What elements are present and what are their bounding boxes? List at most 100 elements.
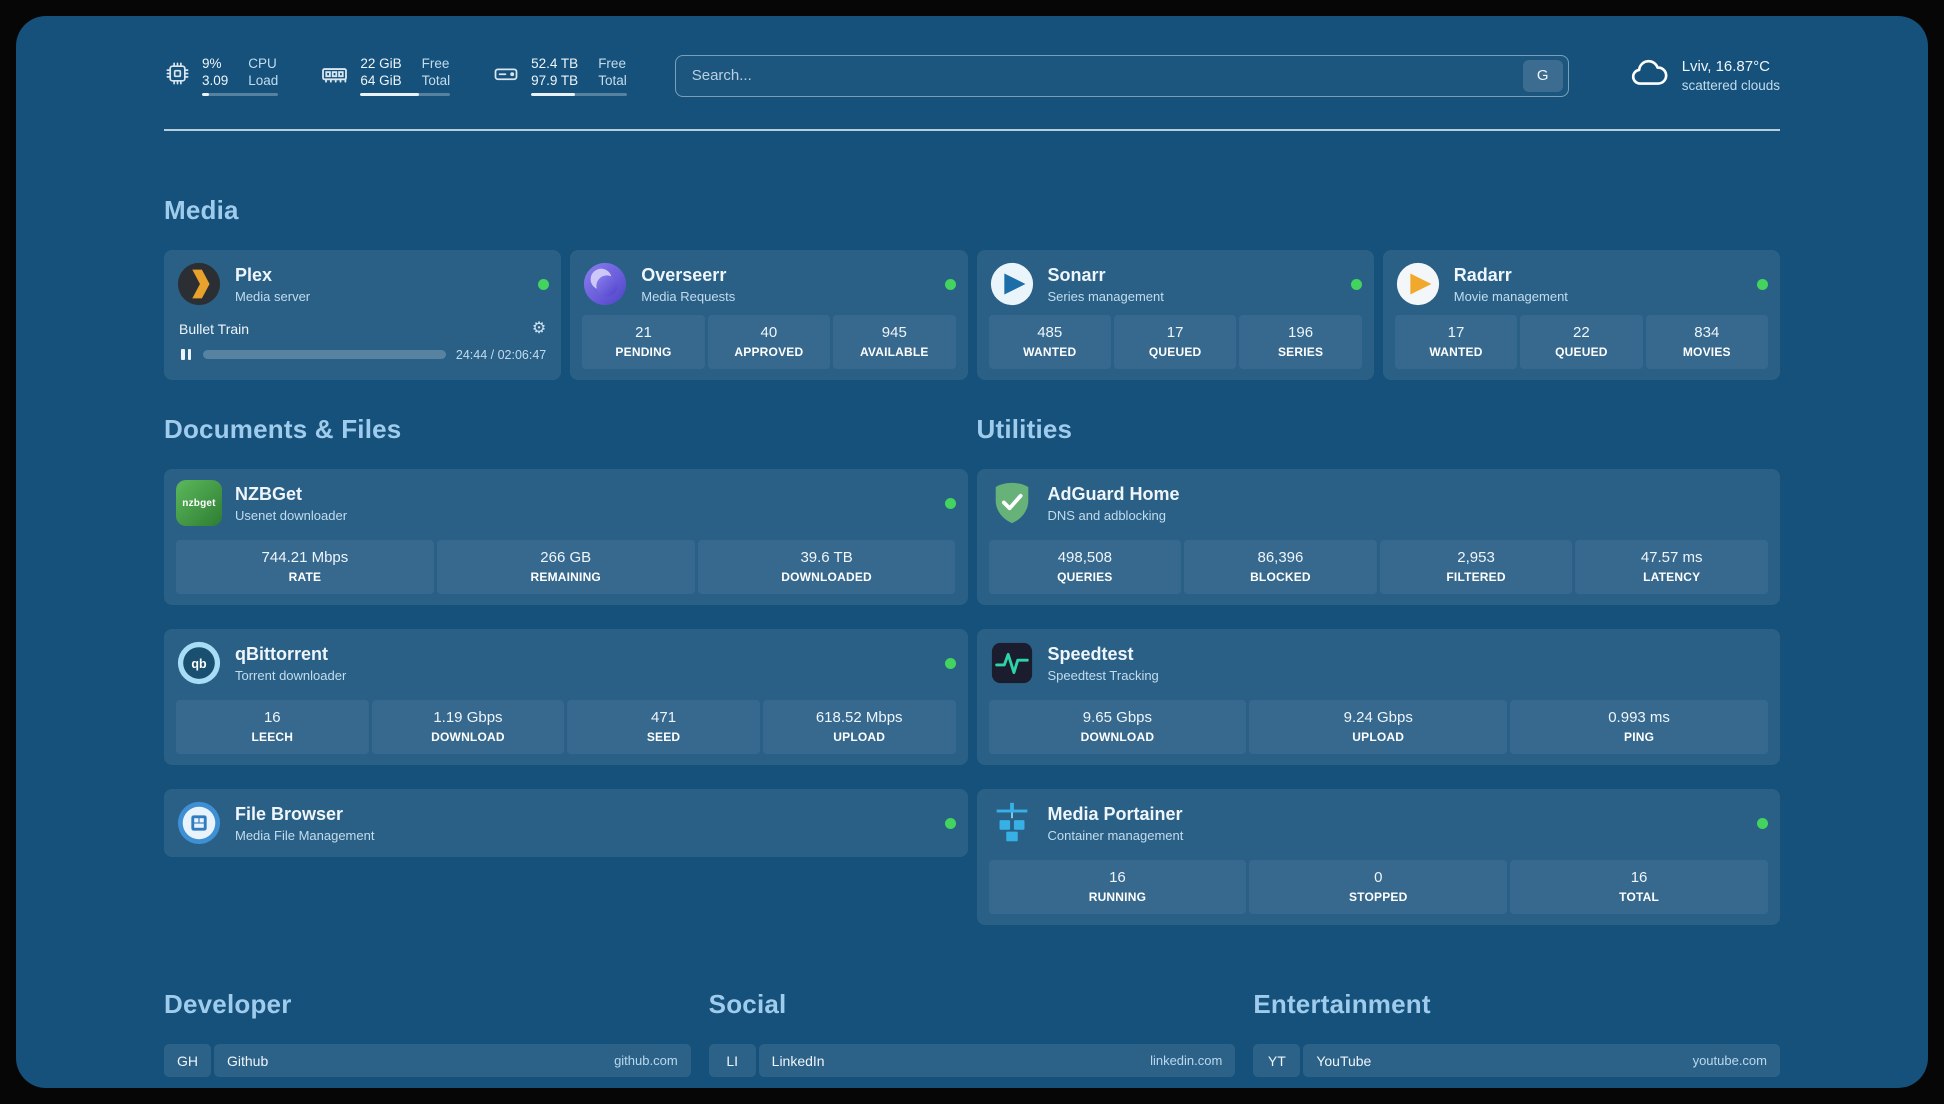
stat-wanted: 17 WANTED [1394,315,1518,369]
disk-total-label: Total [598,73,627,88]
bookmark-youtube[interactable]: YT YouTube youtube.com [1253,1044,1780,1077]
portainer-title: Media Portainer [1047,803,1183,824]
service-card-qbittorrent[interactable]: qb qBittorrent Torrent downloader 16 LEE… [164,629,968,765]
service-card-adguard[interactable]: AdGuard Home DNS and adblocking 498,508 … [976,469,1780,605]
bookmark-github[interactable]: GH Github github.com [164,1044,691,1077]
cpu-usage-label: CPU [248,56,277,71]
radarr-header: Radarr Movie management [1395,261,1768,307]
filebrowser-status-dot [944,817,956,829]
top-bar: 9% CPU 3.09 Load [164,52,1780,99]
memory-usage-bar [360,93,451,96]
overseerr-stats: 21 PENDING 40 APPROVED 945 AVAILABLE [582,315,956,369]
memory-total-value: 64 GiB [360,73,402,88]
stat-running: 16 RUNNING [988,860,1247,914]
plex-now-playing-row: Bullet Train ⚙ [176,320,549,338]
adguard-header: AdGuard Home DNS and adblocking [989,480,1769,526]
cpu-readout: 9% CPU 3.09 Load [202,55,279,96]
service-card-sonarr[interactable]: Sonarr Series management 485 WANTED 17 Q… [976,250,1374,380]
adguard-title: AdGuard Home [1047,483,1180,504]
radarr-title: Radarr [1453,264,1512,285]
service-card-plex[interactable]: Plex Media server Bullet Train ⚙ 24:44 /… [164,250,562,380]
stat-queries: 498,508 QUERIES [988,540,1182,594]
service-card-portainer[interactable]: Media Portainer Container management 16 … [976,789,1780,925]
stat-blocked: 86,396 BLOCKED [1184,540,1377,594]
stat-queued: 22 QUEUED [1520,315,1643,369]
adguard-subtitle: DNS and adblocking [1047,507,1167,523]
overseerr-title: Overseerr [641,264,727,285]
search-provider-button[interactable]: G [1522,59,1563,92]
plex-status-dot [538,278,550,290]
disk-readout: 52.4 TB Free 97.9 TB Total [531,55,627,96]
speedtest-header: Speedtest Speedtest Tracking [989,640,1769,686]
sonarr-title: Sonarr [1047,264,1106,285]
portainer-header: Media Portainer Container management [989,800,1768,846]
section-heading-documents: Documents & Files [164,414,402,444]
stat-seed: 471 SEED [567,700,760,754]
sonarr-subtitle: Series management [1047,288,1164,304]
qbittorrent-subtitle: Torrent downloader [235,667,347,683]
qbittorrent-stats: 16 LEECH 1.19 Gbps DOWNLOAD 471 SEED 6 [176,700,956,754]
search-bar: G [674,54,1569,97]
cpu-widget: 9% CPU 3.09 Load [164,55,279,96]
svg-text:qb: qb [191,657,207,671]
dashboard-content: 9% CPU 3.09 Load [164,16,1780,1088]
qbittorrent-status-dot [944,657,956,669]
radarr-icon [1395,261,1441,307]
utilities-section: Utilities AdGuard Home DNS and adblocki [976,414,1780,925]
settings-gear-icon[interactable]: ⚙ [531,320,547,337]
portainer-crane-icon [989,800,1035,846]
plex-now-playing-title: Bullet Train [179,321,250,337]
service-card-speedtest[interactable]: Speedtest Speedtest Tracking 9.65 Gbps D… [976,629,1780,765]
service-card-filebrowser[interactable]: File Browser Media File Management [164,789,968,857]
filebrowser-title: File Browser [235,803,344,824]
qbittorrent-titles: qBittorrent Torrent downloader [235,644,346,683]
bookmark-linkedin[interactable]: LI LinkedIn linkedin.com [708,1044,1236,1077]
pause-icon[interactable] [179,347,193,362]
portainer-subtitle: Container management [1047,827,1184,843]
stat-downloaded: 39.6 TB DOWNLOADED [697,540,956,594]
disk-icon [492,60,520,93]
system-resources: 9% CPU 3.09 Load [164,55,627,96]
disk-free-label: Free [598,56,626,71]
disk-widget: 52.4 TB Free 97.9 TB Total [492,55,627,96]
service-card-radarr[interactable]: Radarr Movie management 17 WANTED 22 QUE… [1382,250,1780,380]
service-card-overseerr[interactable]: Overseerr Media Requests 21 PENDING 40 A… [570,250,968,380]
overseerr-subtitle: Media Requests [641,288,736,304]
nzbget-icon: nzbget [176,480,222,526]
overseerr-status-dot [944,278,956,290]
qbittorrent-title: qBittorrent [235,643,328,664]
stat-download: 1.19 Gbps DOWNLOAD [371,700,565,754]
stat-queued: 17 QUEUED [1113,315,1237,369]
sonarr-header: Sonarr Series management [989,261,1362,307]
cloud-icon [1627,52,1669,99]
sonarr-titles: Sonarr Series management [1048,265,1164,304]
cpu-usage-value: 9% [202,56,222,71]
media-section: Plex Media server Bullet Train ⚙ 24:44 /… [164,250,1780,380]
weather-location: Lviv, 16.87°C [1681,58,1770,75]
adguard-shield-icon [989,480,1035,526]
plex-progress-bar[interactable] [203,350,446,359]
adguard-titles: AdGuard Home DNS and adblocking [1048,484,1180,523]
stat-latency: 47.57 ms LATENCY [1575,540,1768,594]
speedtest-pulse-icon [989,640,1035,686]
portainer-status-dot [1757,817,1768,829]
stat-remaining: 266 GB REMAINING [436,540,695,594]
service-card-nzbget[interactable]: nzbget NZBGet Usenet downloader 744.21 M… [164,469,968,605]
bookmark-heading-developer: Developer [164,989,292,1019]
plex-subtitle: Media server [235,288,311,304]
stat-filtered: 2,953 FILTERED [1379,540,1573,594]
memory-free-label: Free [421,56,450,71]
overseerr-titles: Overseerr Media Requests [641,265,735,304]
filebrowser-titles: File Browser Media File Management [235,804,374,843]
plex-playback-time: 24:44 / 02:06:47 [455,347,547,362]
radarr-subtitle: Movie management [1453,288,1568,304]
portainer-stats: 16 RUNNING 0 STOPPED 16 TOTAL [988,860,1769,914]
weather-widget: Lviv, 16.87°C scattered clouds [1627,52,1780,99]
stat-movies: 834 MOVIES [1645,315,1769,369]
weather-text: Lviv, 16.87°C scattered clouds [1682,58,1780,93]
bookmark-heading-entertainment: Entertainment [1253,989,1431,1019]
stat-leech: 16 LEECH [176,700,369,754]
search-input[interactable] [691,67,1523,84]
plex-icon [176,261,222,307]
stat-upload: 9.24 Gbps UPLOAD [1249,700,1508,754]
